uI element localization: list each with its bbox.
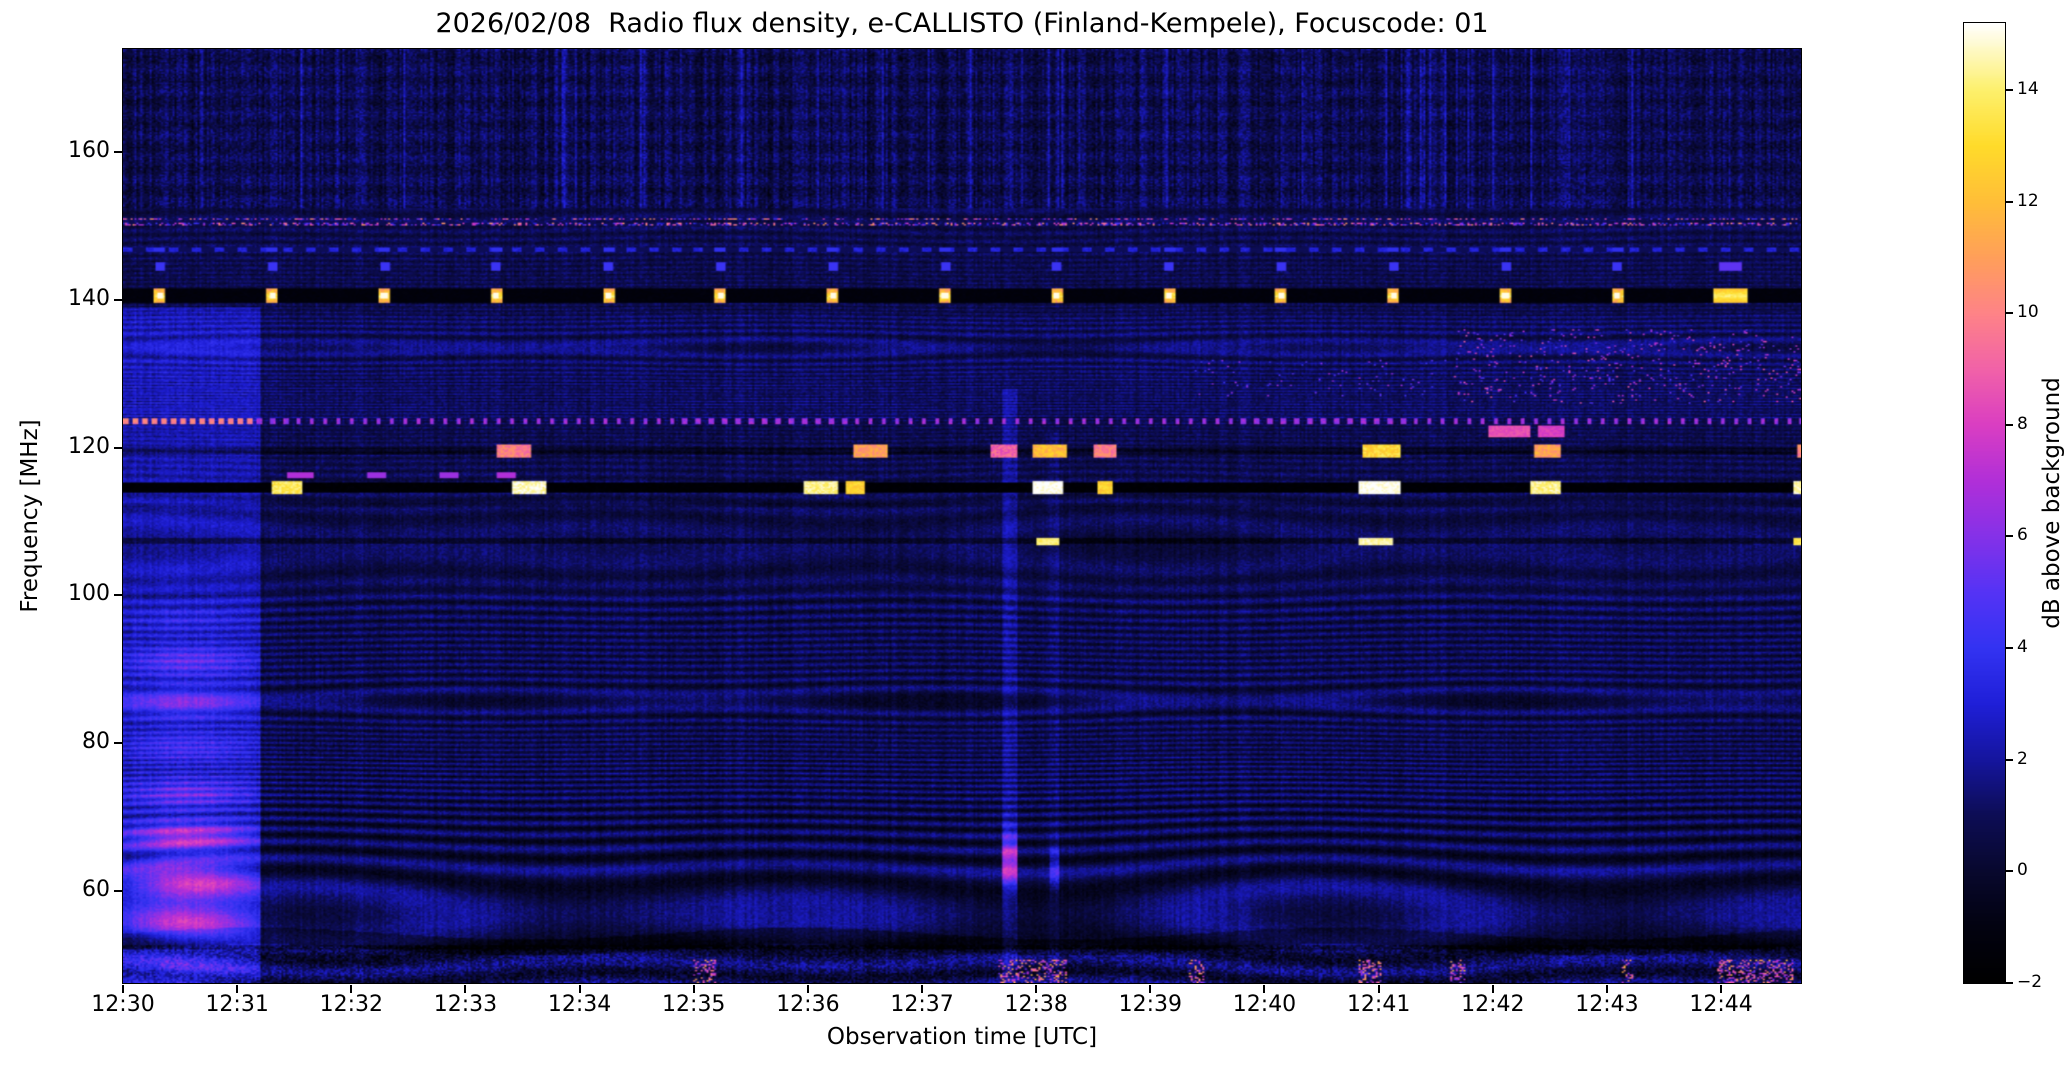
y-tick-label: 80	[82, 729, 110, 755]
x-tick-mark	[1035, 985, 1038, 993]
x-tick-mark	[1720, 985, 1723, 993]
y-tick-mark	[114, 742, 122, 745]
x-tick-label: 12:35	[662, 992, 726, 1017]
colorbar-tick-label: 10	[2017, 302, 2039, 323]
colorbar-tick-mark	[2005, 535, 2013, 538]
colorbar-tick-mark	[2005, 647, 2013, 650]
colorbar-tick-label: 2	[2017, 748, 2028, 769]
x-tick-mark	[921, 985, 924, 993]
x-tick-mark	[236, 985, 239, 993]
x-tick-label: 12:38	[1004, 992, 1068, 1017]
x-tick-label: 12:42	[1461, 992, 1525, 1017]
x-tick-label: 12:44	[1689, 992, 1753, 1017]
y-tick-mark	[114, 299, 122, 302]
x-tick-label: 12:34	[547, 992, 612, 1017]
y-tick-label: 140	[68, 286, 110, 312]
y-tick-label: 160	[68, 138, 110, 164]
x-tick-label: 12:31	[205, 992, 269, 1017]
x-tick-label: 12:32	[319, 992, 383, 1017]
y-tick-mark	[114, 594, 122, 597]
colorbar-canvas	[1964, 23, 2005, 983]
colorbar-tick-label: 4	[2017, 637, 2028, 658]
x-tick-label: 12:40	[1232, 992, 1297, 1017]
chart-title: 2026/02/08 Radio flux density, e-CALLIST…	[435, 8, 1489, 39]
x-tick-label: 12:37	[890, 992, 954, 1017]
colorbar-tick-label: 14	[2017, 78, 2039, 99]
x-tick-label: 12:39	[1118, 992, 1183, 1017]
x-tick-mark	[464, 985, 467, 993]
colorbar-tick-label: 6	[2017, 525, 2028, 546]
colorbar-tick-mark	[2005, 200, 2013, 203]
x-tick-label: 12:41	[1346, 992, 1411, 1017]
x-tick-mark	[1377, 985, 1380, 993]
colorbar-tick-label: 0	[2017, 860, 2028, 881]
x-tick-mark	[1149, 985, 1152, 993]
spectrogram-canvas	[123, 49, 1801, 983]
x-tick-label: 12:33	[433, 992, 498, 1017]
colorbar-tick-label: 8	[2017, 413, 2028, 434]
colorbar-label: dB above background	[2039, 377, 2065, 629]
y-tick-label: 120	[68, 433, 110, 459]
x-tick-mark	[578, 985, 581, 993]
colorbar-tick-mark	[2005, 870, 2013, 873]
colorbar-tick-label: 12	[2017, 190, 2039, 211]
colorbar-tick-mark	[2005, 423, 2013, 426]
x-tick-mark	[806, 985, 809, 993]
x-tick-mark	[692, 985, 695, 993]
colorbar-tick-label: −2	[2017, 972, 2043, 992]
x-tick-mark	[1263, 985, 1266, 993]
x-tick-mark	[1491, 985, 1494, 993]
y-tick-mark	[114, 446, 122, 449]
colorbar-tick-mark	[2005, 982, 2013, 984]
x-tick-mark	[350, 985, 353, 993]
x-axis-label: Observation time [UTC]	[826, 1024, 1098, 1050]
colorbar-tick-mark	[2005, 758, 2013, 761]
x-tick-label: 12:36	[776, 992, 840, 1017]
y-tick-label: 100	[68, 581, 110, 607]
x-tick-label: 12:30	[91, 992, 155, 1017]
colorbar-tick-mark	[2005, 312, 2013, 315]
x-tick-mark	[1605, 985, 1608, 993]
colorbar-tick-mark	[2005, 88, 2013, 91]
y-tick-mark	[114, 151, 122, 154]
x-tick-label: 12:43	[1575, 992, 1639, 1017]
x-tick-mark	[122, 985, 124, 993]
y-tick-label: 60	[82, 876, 110, 902]
y-tick-mark	[114, 889, 122, 892]
